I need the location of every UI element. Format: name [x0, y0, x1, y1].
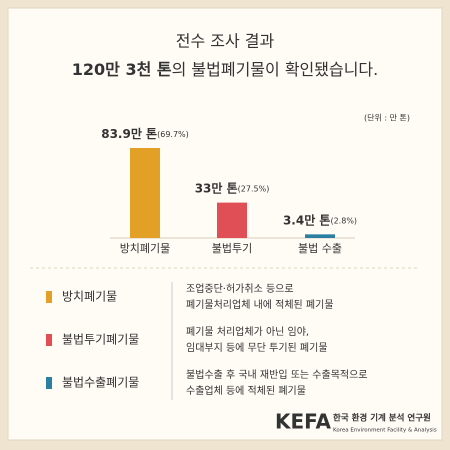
legend-desc: 수출업체 등에 적체된 폐기물 [186, 384, 306, 397]
footer-logo: KEFA [275, 410, 332, 434]
legend-name: 방치폐기물 [62, 290, 117, 304]
value-text: 3.4만 톤 [283, 212, 331, 227]
footer-org: 한국 환경 기계 분석 연구원 [333, 413, 431, 424]
bar [130, 148, 160, 238]
legend-swatch [46, 291, 52, 303]
category-label: 불법투기 [212, 242, 252, 255]
unit-label: (단위 : 만 톤) [364, 113, 410, 123]
bar [217, 202, 247, 238]
legend-desc: 폐기물 처리업체가 아닌 임야, [186, 325, 309, 338]
share-text: (69.7%) [157, 130, 189, 139]
title-bold: 120만 3천 톤 [72, 60, 172, 79]
legend-desc: 폐기물처리업체 내에 적체된 폐기물 [186, 298, 334, 311]
legend-swatch [46, 334, 52, 346]
value-label: 3.4만 톤(2.8%) [283, 212, 357, 227]
title-rest: 의 불법폐기물이 확인됐습니다. [172, 60, 379, 79]
value-label: 33만 톤(27.5%) [195, 180, 270, 195]
title-line1: 전수 조사 결과 [176, 32, 275, 51]
legend-swatch [46, 377, 52, 389]
bar [305, 234, 335, 238]
legend-desc: 불법수출 후 국내 재반입 또는 수출목적으로 [186, 368, 368, 381]
legend-desc: 조업중단·허가취소 등으로 [186, 282, 294, 295]
title-line2: 120만 3천 톤의 불법폐기물이 확인됐습니다. [72, 60, 378, 79]
share-text: (27.5%) [238, 184, 270, 193]
category-label: 방치폐기물 [120, 242, 171, 255]
value-text: 83.9만 톤 [101, 126, 157, 141]
value-label: 83.9만 톤(69.7%) [101, 126, 189, 141]
legend-name: 불법투기폐기물 [62, 333, 139, 347]
legend-name: 불법수출폐기물 [62, 376, 139, 390]
footer-org-en: Korea Environment Facility & Analysis [333, 428, 437, 434]
share-text: (2.8%) [330, 216, 357, 225]
category-label: 불법 수출 [298, 242, 342, 255]
legend-desc: 임대부지 등에 무단 투기된 폐기물 [186, 341, 328, 354]
value-text: 33만 톤 [195, 180, 238, 195]
